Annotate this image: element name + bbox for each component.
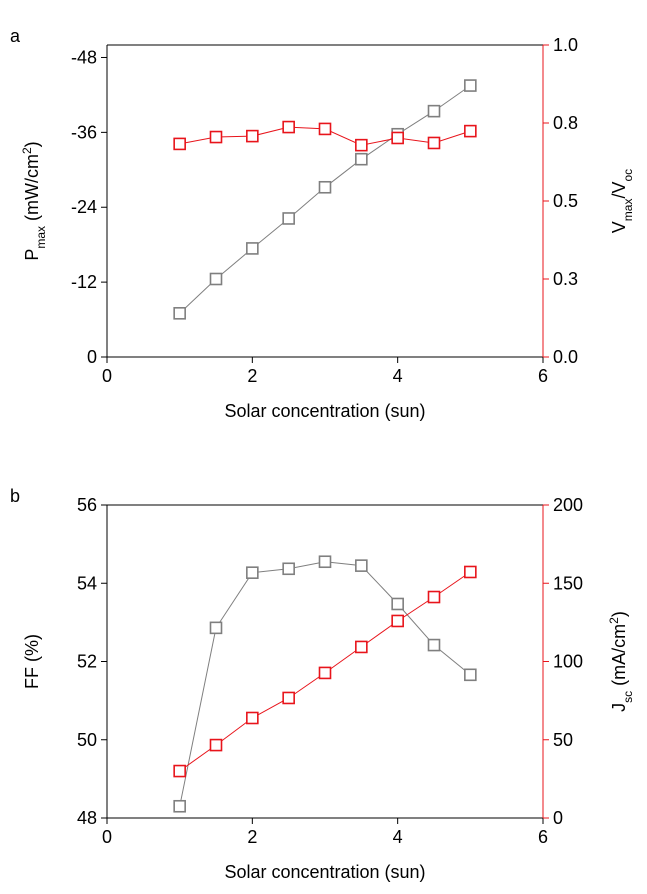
axis-label-part: oc <box>621 169 635 182</box>
axis-label-part: 2 <box>20 147 34 154</box>
data-point <box>427 638 441 652</box>
y2-axis-title: Vmax/Voc <box>609 169 635 233</box>
data-point <box>209 621 223 635</box>
data-point <box>173 137 186 151</box>
data-point <box>173 307 186 320</box>
y2-tick-label: 100 <box>553 652 583 672</box>
x-tick-label: 2 <box>247 366 257 386</box>
data-point <box>246 129 259 143</box>
x-tick-label: 4 <box>393 827 403 847</box>
axis-label-part: sc <box>621 691 635 703</box>
data-point <box>464 565 477 579</box>
data-point <box>391 614 404 628</box>
panel-label: b <box>10 486 20 506</box>
axis-label-part: ) <box>22 141 42 147</box>
axis-label-part: FF (%) <box>22 634 42 689</box>
axis-label-part: max <box>621 199 635 222</box>
axis-label-part: max <box>34 226 48 249</box>
data-point <box>246 566 259 579</box>
y2-tick-label: 200 <box>553 495 583 515</box>
y-tick-label: 0 <box>87 347 97 367</box>
y2-tick-label: 0.5 <box>553 191 578 211</box>
y-tick-label: 56 <box>77 495 97 515</box>
data-point <box>355 152 368 166</box>
data-point <box>355 138 368 152</box>
y-tick-label: 54 <box>77 573 97 593</box>
y2-tick-label: 150 <box>553 573 583 593</box>
data-point <box>282 691 295 705</box>
data-point <box>391 131 404 145</box>
data-point <box>427 104 441 118</box>
y2-axis-title: Jsc (mA/cm2) <box>607 611 635 712</box>
y-axis-title: Pmax (mW/cm2) <box>20 141 48 260</box>
data-point <box>391 597 404 611</box>
axis-label-part: ) <box>609 611 629 617</box>
data-point <box>246 711 259 725</box>
y-tick-label: 52 <box>77 652 97 672</box>
data-point <box>173 799 186 813</box>
y-tick-label: -48 <box>71 47 97 67</box>
axis-label-part: (mA/cm <box>609 624 629 691</box>
data-point <box>427 590 441 604</box>
data-point <box>464 668 477 682</box>
data-point <box>318 555 332 569</box>
data-point <box>246 242 259 255</box>
axis-label-part: V <box>609 221 629 233</box>
y2-tick-label: 0.3 <box>553 269 578 289</box>
data-point <box>318 666 332 680</box>
data-point <box>464 124 477 138</box>
data-point <box>427 136 441 150</box>
data-point <box>209 130 223 144</box>
data-point <box>282 212 295 225</box>
x-tick-label: 6 <box>538 366 548 386</box>
axis-label-part: (mW/cm <box>22 154 42 226</box>
data-point <box>355 640 368 654</box>
data-point <box>318 180 332 194</box>
y-tick-label: 50 <box>77 730 97 750</box>
axis-label-part: 2 <box>607 617 621 624</box>
y2-tick-label: 1.0 <box>553 35 578 55</box>
x-tick-label: 4 <box>393 366 403 386</box>
data-point <box>318 122 332 136</box>
axis-label-part: /V <box>609 181 629 198</box>
panel-label: a <box>10 26 21 46</box>
data-point <box>282 120 295 134</box>
data-point <box>209 738 223 752</box>
x-axis-title: Solar concentration (sun) <box>224 401 425 421</box>
axis-label-part: P <box>22 249 42 261</box>
x-tick-label: 2 <box>247 827 257 847</box>
y2-tick-label: 50 <box>553 730 573 750</box>
axis-label-part: J <box>609 703 629 712</box>
series-line <box>179 561 471 807</box>
data-point <box>464 79 477 92</box>
y-tick-label: -24 <box>71 197 97 217</box>
y2-tick-label: 0.0 <box>553 347 578 367</box>
data-point <box>282 562 295 576</box>
x-tick-label: 0 <box>102 366 112 386</box>
x-tick-label: 0 <box>102 827 112 847</box>
series-line <box>179 85 471 314</box>
y-axis-title: FF (%) <box>22 634 42 689</box>
x-tick-label: 6 <box>538 827 548 847</box>
y-tick-label: 48 <box>77 808 97 828</box>
y2-tick-label: 0 <box>553 808 563 828</box>
data-point <box>355 559 368 572</box>
x-axis-title: Solar concentration (sun) <box>224 862 425 882</box>
y-tick-label: -36 <box>71 122 97 142</box>
data-point <box>173 764 186 778</box>
data-point <box>209 272 223 286</box>
y2-tick-label: 0.8 <box>553 113 578 133</box>
y-tick-label: -12 <box>71 272 97 292</box>
